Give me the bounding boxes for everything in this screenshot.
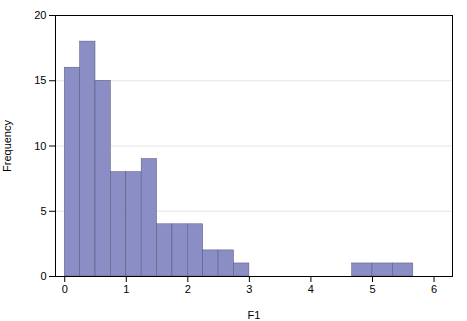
svg-text:6: 6 xyxy=(431,283,437,295)
svg-text:20: 20 xyxy=(34,9,46,21)
svg-text:F1: F1 xyxy=(248,309,261,321)
svg-text:1: 1 xyxy=(123,283,129,295)
svg-text:2: 2 xyxy=(185,283,191,295)
svg-text:Frequency: Frequency xyxy=(1,120,13,172)
svg-text:3: 3 xyxy=(246,283,252,295)
svg-text:15: 15 xyxy=(34,74,46,86)
svg-text:10: 10 xyxy=(34,140,46,152)
svg-text:4: 4 xyxy=(308,283,314,295)
svg-text:5: 5 xyxy=(369,283,375,295)
svg-text:0: 0 xyxy=(62,283,68,295)
svg-text:0: 0 xyxy=(40,270,46,282)
svg-text:5: 5 xyxy=(40,205,46,217)
